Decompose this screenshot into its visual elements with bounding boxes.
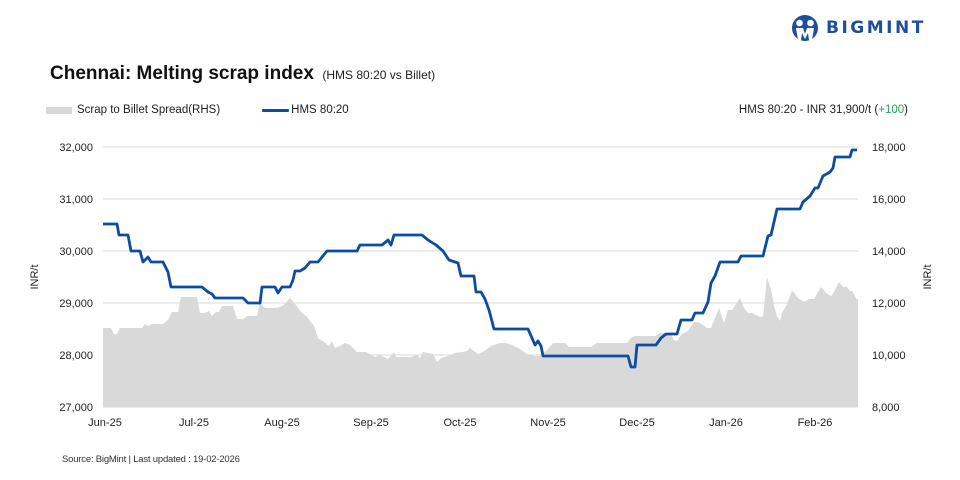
x-tick-feb26: Feb-26 xyxy=(798,417,833,429)
y-tick-31000: 31,000 xyxy=(59,194,93,206)
x-tick-jan26: Jan-26 xyxy=(709,417,743,429)
hms-line xyxy=(103,148,857,369)
legend-item-spread[interactable]: Scrap to Billet Spread(RHS) xyxy=(46,104,220,116)
legend: Scrap to Billet Spread(RHS) HMS 80:20 xyxy=(46,104,391,116)
x-tick-aug25: Aug-25 xyxy=(264,417,299,429)
y-axis-label: INR/t xyxy=(29,264,41,289)
y-tick-32000: 32,000 xyxy=(59,142,93,154)
y2-tick-10000: 10,000 xyxy=(872,350,906,362)
legend-label-hms: HMS 80:20 xyxy=(291,104,349,116)
line-swatch-icon xyxy=(262,108,290,112)
latest-price-change: +100 xyxy=(878,104,905,116)
title-subtitle: (HMS 80:20 vs Billet) xyxy=(322,68,436,82)
spread-area xyxy=(103,282,858,407)
y-tick-29000: 29,000 xyxy=(59,298,93,310)
y2-axis-label: INR/t xyxy=(922,264,934,289)
latest-price-close: ) xyxy=(904,104,908,116)
x-tick-nov25: Nov-25 xyxy=(530,417,565,429)
x-tick-jun25: Jun-25 xyxy=(88,417,122,429)
y2-tick-14000: 14,000 xyxy=(872,246,906,258)
area-swatch-icon xyxy=(46,106,72,114)
legend-item-hms[interactable]: HMS 80:20 xyxy=(262,104,349,116)
x-axis: Jun-25 Jul-25 Aug-25 Sep-25 Oct-25 Nov-2… xyxy=(88,417,832,429)
chart-title: Chennai: Melting scrap index (HMS 80:20 … xyxy=(50,63,435,85)
title-main: Chennai: Melting scrap index xyxy=(50,63,314,84)
y-tick-30000: 30,000 xyxy=(59,246,93,258)
bigmint-logo: BIGMINT xyxy=(790,14,926,42)
x-tick-sep25: Sep-25 xyxy=(353,417,388,429)
y2-tick-12000: 12,000 xyxy=(872,298,906,310)
x-tick-dec25: Dec-25 xyxy=(619,417,654,429)
y-tick-28000: 28,000 xyxy=(59,350,93,362)
latest-price: HMS 80:20 - INR 31,900/t (+100) xyxy=(739,104,908,116)
y2-tick-8000: 8,000 xyxy=(872,402,900,414)
right-axis: 18,000 16,000 14,000 12,000 10,000 8,000… xyxy=(872,142,934,414)
logo-text: BIGMINT xyxy=(826,18,926,38)
people-logo-icon xyxy=(791,15,818,41)
x-tick-jul25: Jul-25 xyxy=(179,417,209,429)
spread-area-peak-jan xyxy=(763,277,777,317)
y2-tick-16000: 16,000 xyxy=(872,194,906,206)
legend-label-spread: Scrap to Billet Spread(RHS) xyxy=(77,104,221,116)
source-note: Source: BigMint | Last updated : 19-02-2… xyxy=(62,454,240,465)
latest-price-label: HMS 80:20 - INR 31,900/t ( xyxy=(738,104,879,116)
left-axis: 32,000 31,000 30,000 29,000 28,000 27,00… xyxy=(29,142,93,414)
x-tick-oct25: Oct-25 xyxy=(443,417,476,429)
y-tick-27000: 27,000 xyxy=(59,402,93,414)
y2-tick-18000: 18,000 xyxy=(872,142,906,154)
